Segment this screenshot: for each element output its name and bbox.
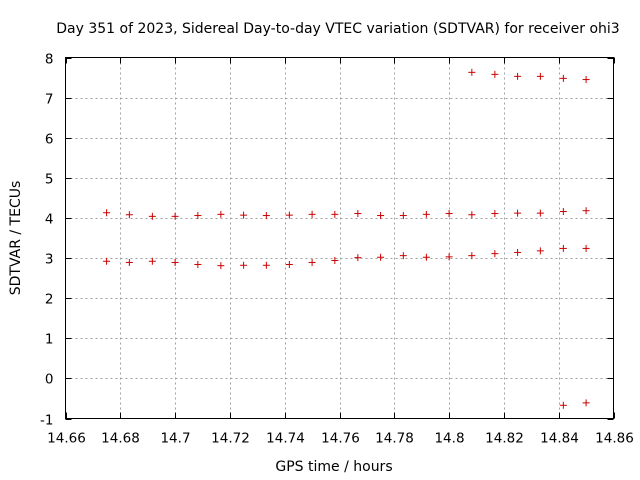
y-axis-label: SDTVAR / TECUs (8, 181, 24, 296)
x-tick-label: 14.7 (160, 431, 190, 447)
x-tick-label: 14.68 (101, 431, 140, 447)
y-tick-label: 3 (45, 252, 54, 268)
data-points (103, 68, 590, 409)
data-point (559, 208, 567, 216)
data-point (217, 210, 225, 218)
data-point (536, 72, 544, 80)
data-point (582, 399, 590, 407)
data-point (399, 252, 407, 260)
data-point (194, 212, 202, 220)
data-point (103, 257, 111, 265)
data-point (582, 76, 590, 84)
data-point (103, 209, 111, 217)
grid (65, 57, 614, 419)
data-point (331, 210, 339, 218)
data-point (148, 257, 156, 265)
x-tick-label: 14.76 (321, 431, 360, 447)
data-point (582, 244, 590, 252)
data-point (468, 211, 476, 219)
data-point (377, 253, 385, 261)
x-tick-label: 14.72 (211, 431, 250, 447)
y-tick-label: 0 (45, 372, 54, 388)
y-tick-label: 6 (45, 132, 54, 148)
x-tick-label: 14.66 (47, 431, 86, 447)
data-point (399, 212, 407, 220)
data-point (148, 212, 156, 220)
x-tick-label: 14.78 (375, 431, 414, 447)
y-tick-label: 4 (45, 212, 54, 228)
y-tick-label: -1 (40, 413, 53, 429)
data-point (125, 211, 133, 219)
plot-frame (65, 57, 614, 419)
data-point (491, 70, 499, 78)
data-point (559, 74, 567, 82)
data-point (445, 210, 453, 218)
data-point (240, 261, 248, 269)
axis-ticks: 14.66 14.68 14.7 14.72 14.74 14.76 14.78 14.8 14… (40, 52, 634, 447)
data-point (514, 209, 522, 217)
chart-title: Day 351 of 2023, Sidereal Day-to-day VTE… (56, 21, 619, 37)
data-point (559, 244, 567, 252)
y-tick-label: 5 (45, 172, 54, 188)
data-point (262, 212, 270, 220)
data-point (422, 210, 430, 218)
data-point (491, 250, 499, 258)
data-point (125, 258, 133, 266)
data-point (171, 258, 179, 266)
data-point (491, 210, 499, 218)
data-point (445, 253, 453, 261)
x-tick-label: 14.74 (266, 431, 305, 447)
data-point (194, 260, 202, 268)
data-point (559, 401, 567, 409)
data-point (171, 212, 179, 220)
data-point (468, 68, 476, 76)
x-tick-label: 14.86 (595, 431, 634, 447)
data-point (240, 211, 248, 219)
data-point (354, 254, 362, 262)
y-tick-label: 1 (45, 332, 54, 348)
y-tick-label: 7 (45, 92, 54, 108)
y-tick-label: 8 (45, 52, 54, 68)
x-axis-label: GPS time / hours (275, 459, 392, 475)
x-tick-label: 14.84 (540, 431, 579, 447)
data-point (285, 211, 293, 219)
x-tick-label: 14.82 (485, 431, 524, 447)
data-point (217, 262, 225, 270)
y-tick-label: 2 (45, 292, 54, 308)
data-point (468, 252, 476, 260)
data-point (514, 248, 522, 256)
data-point (308, 258, 316, 266)
data-point (536, 209, 544, 217)
data-point (536, 247, 544, 255)
data-point (422, 253, 430, 261)
x-tick-label: 14.8 (434, 431, 464, 447)
data-point (354, 210, 362, 218)
data-point (331, 256, 339, 264)
data-point (285, 260, 293, 268)
data-point (262, 261, 270, 269)
data-point (514, 72, 522, 80)
data-point (377, 212, 385, 220)
data-point (582, 207, 590, 215)
data-point (308, 210, 316, 218)
